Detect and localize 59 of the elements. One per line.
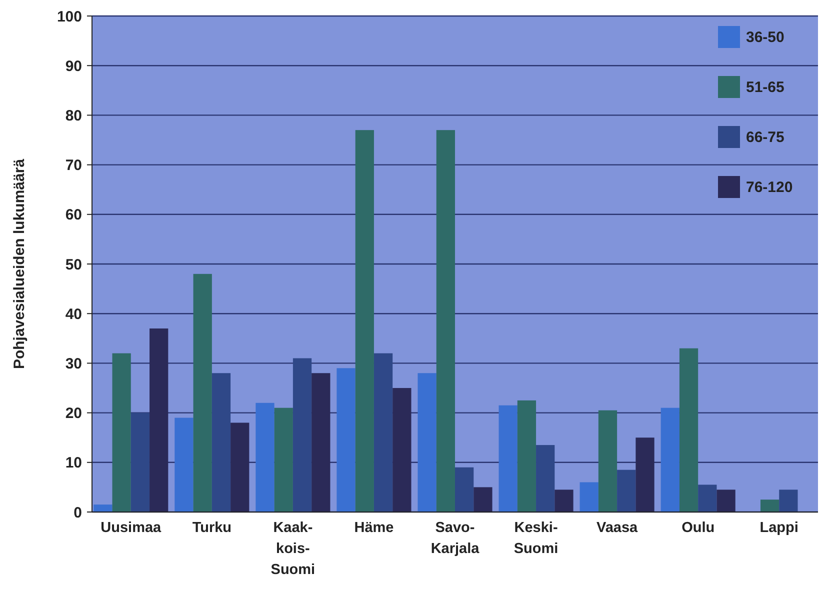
bar (130, 412, 150, 512)
x-tick-label: Keski- Suomi (514, 520, 558, 558)
bar (617, 470, 636, 512)
y-axis-title: Pohjavesialueiden lukumäärä (11, 158, 28, 370)
bar (355, 130, 374, 512)
bar (292, 358, 312, 512)
y-tick-label: 30 (65, 355, 82, 372)
x-tick-label: Kaak- kois- Suomi (270, 520, 316, 578)
bar (256, 402, 274, 512)
x-tick-label: Vaasa (596, 520, 639, 536)
bar (636, 438, 654, 512)
y-tick-label: 80 (65, 107, 82, 124)
bar (274, 408, 293, 512)
bar (698, 484, 717, 512)
bar (212, 373, 231, 512)
legend-label: 66-75 (746, 129, 784, 146)
bar (498, 405, 518, 512)
bar (455, 467, 474, 512)
bar (436, 130, 455, 512)
legend-label: 76-120 (746, 179, 793, 196)
y-tick-label: 20 (65, 405, 82, 422)
bar (580, 482, 598, 512)
y-tick-label: 10 (65, 454, 82, 472)
y-tick-label: 40 (65, 306, 82, 323)
x-tick-label: Oulu (682, 520, 715, 536)
bar (418, 373, 436, 512)
bar (374, 353, 393, 512)
y-tick-label: 50 (65, 256, 82, 274)
x-tick-label: Savo- Karjala (430, 520, 480, 558)
bar (392, 388, 412, 512)
y-tick-label: 90 (65, 58, 82, 75)
y-tick-label: 100 (56, 8, 82, 26)
bar (112, 353, 131, 512)
bar (760, 500, 780, 512)
bar (230, 422, 250, 512)
bar (660, 408, 680, 512)
bar (94, 504, 112, 512)
x-tick-label: Turku (192, 520, 232, 536)
bar (554, 490, 574, 512)
y-tick-label: 0 (74, 504, 82, 522)
bar (174, 418, 194, 512)
legend-label: 36-50 (746, 29, 784, 46)
legend-label: 51-65 (746, 79, 784, 96)
bar (517, 400, 536, 512)
bar (312, 373, 330, 512)
bar (536, 445, 555, 512)
y-tick-label: 70 (65, 157, 82, 174)
x-tick-label: Uusimaa (100, 520, 162, 536)
bar (474, 487, 492, 512)
bar (193, 274, 212, 512)
bar (679, 348, 698, 512)
bar (150, 328, 168, 512)
bar (598, 410, 618, 512)
bar (716, 490, 736, 512)
y-tick-label: 60 (65, 206, 82, 224)
x-tick-label: Lappi (760, 520, 798, 536)
bar (779, 490, 798, 512)
bar (336, 368, 356, 512)
x-tick-label: Häme (354, 520, 394, 536)
